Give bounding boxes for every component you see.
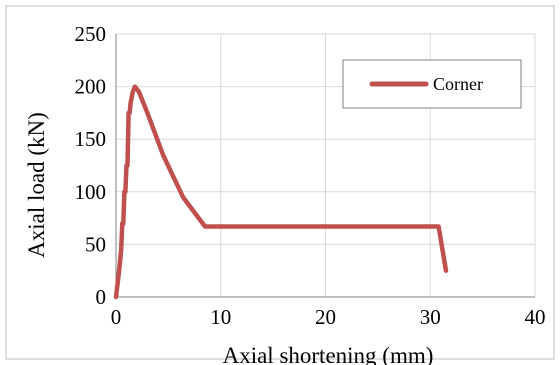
y-tick-label-250: 250: [75, 22, 107, 46]
x-tick-label-20: 20: [315, 305, 336, 329]
tick-labels: 0 10 20 30 40 0 50 100 150 200 250: [75, 22, 546, 329]
x-tick-label-40: 40: [525, 305, 546, 329]
x-tick-label-30: 30: [420, 305, 441, 329]
y-tick-label-50: 50: [85, 232, 106, 256]
x-tick-label-0: 0: [111, 305, 122, 329]
y-tick-label-100: 100: [75, 180, 107, 204]
x-tick-label-10: 10: [210, 305, 231, 329]
legend-label-corner: Corner: [433, 74, 483, 94]
series-layer: [113, 84, 449, 300]
series-line-corner: [113, 84, 449, 300]
y-tick-label-0: 0: [96, 285, 107, 309]
x-axis-title: Axial shortening (mm): [223, 343, 434, 365]
y-tick-label-200: 200: [75, 75, 107, 99]
legend: Corner: [342, 59, 522, 109]
y-tick-label-150: 150: [75, 127, 107, 151]
y-axis-title: Axial load (kN): [24, 112, 49, 258]
gridlines: [116, 33, 536, 297]
axes: [115, 34, 535, 298]
